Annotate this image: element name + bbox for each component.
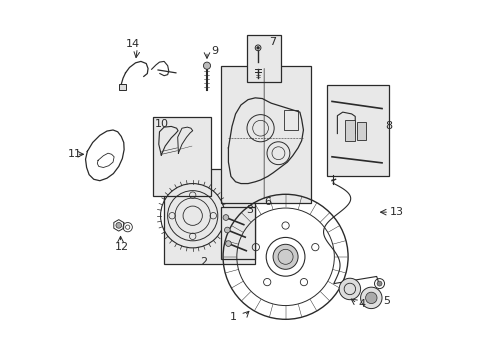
Bar xyxy=(283,111,298,130)
Bar xyxy=(247,35,281,82)
Text: 6: 6 xyxy=(264,197,270,207)
Bar xyxy=(221,207,255,258)
Circle shape xyxy=(224,227,230,233)
Circle shape xyxy=(360,287,381,309)
Circle shape xyxy=(272,244,298,269)
Circle shape xyxy=(223,215,228,220)
Bar xyxy=(119,84,125,90)
Text: 7: 7 xyxy=(268,37,275,48)
Text: 11: 11 xyxy=(67,149,81,159)
Text: 4: 4 xyxy=(358,299,365,309)
Circle shape xyxy=(376,281,381,286)
Circle shape xyxy=(256,46,259,49)
Bar xyxy=(153,117,210,196)
Circle shape xyxy=(365,292,376,303)
Text: 14: 14 xyxy=(126,39,140,49)
Text: 13: 13 xyxy=(389,207,404,217)
Text: 2: 2 xyxy=(200,257,206,267)
Text: 8: 8 xyxy=(385,121,392,131)
Text: 1: 1 xyxy=(230,312,237,322)
Text: 10: 10 xyxy=(154,118,168,129)
Circle shape xyxy=(203,62,210,69)
Text: 5: 5 xyxy=(382,296,389,306)
Bar xyxy=(326,85,388,176)
Text: 9: 9 xyxy=(211,46,218,56)
Bar xyxy=(356,122,365,140)
Bar xyxy=(344,120,354,141)
Circle shape xyxy=(116,222,122,228)
Text: 12: 12 xyxy=(115,242,129,252)
Text: 3: 3 xyxy=(246,205,253,215)
Circle shape xyxy=(225,241,231,247)
Circle shape xyxy=(339,278,360,300)
Bar xyxy=(221,66,310,203)
Bar xyxy=(164,169,255,264)
